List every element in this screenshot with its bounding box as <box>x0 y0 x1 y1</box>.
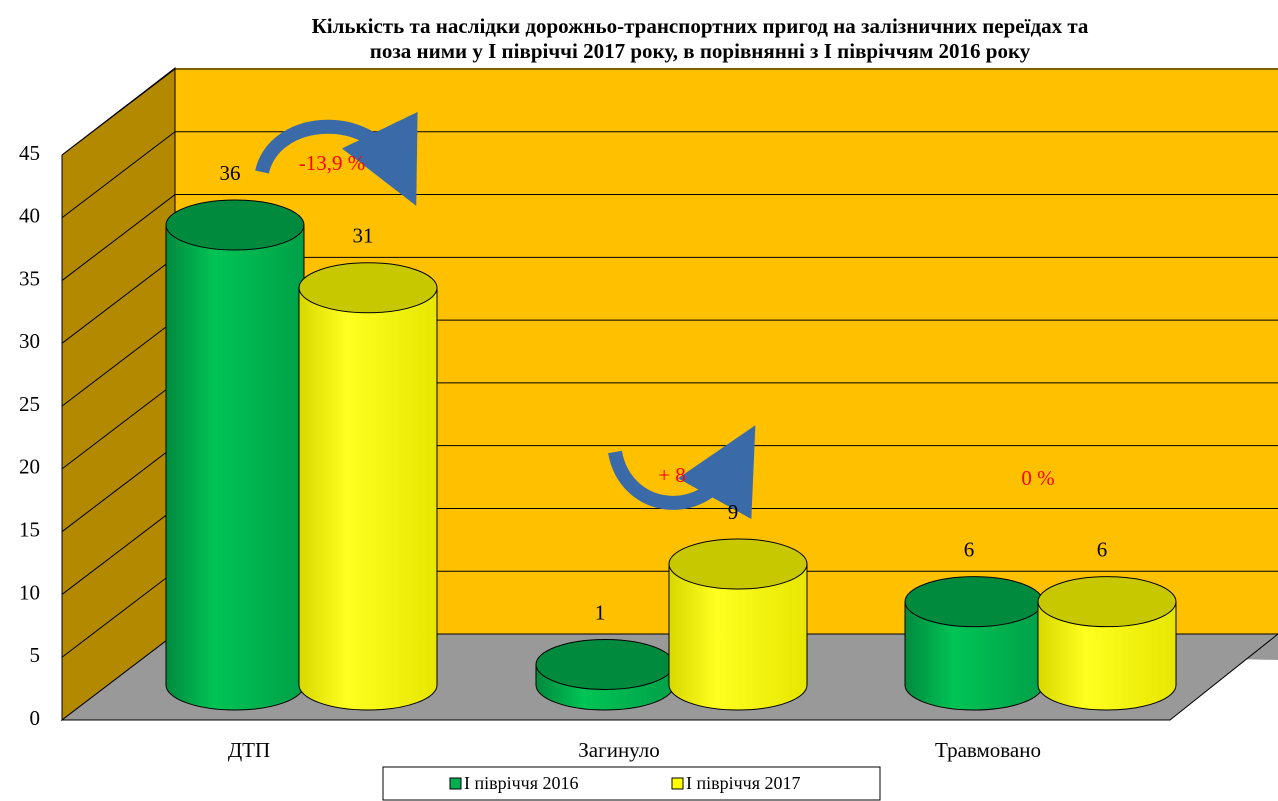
cylinder <box>1037 576 1177 711</box>
annotation: 0 % <box>1021 466 1054 490</box>
x-tick-label: Загинуло <box>578 738 660 762</box>
cylinder-top <box>165 199 305 251</box>
back-wall <box>175 68 1278 634</box>
y-tick-label: 25 <box>19 392 40 416</box>
cylinder <box>904 576 1044 711</box>
y-tick-label: 0 <box>30 706 41 730</box>
data-label: 6 <box>1097 537 1108 561</box>
legend-label: І півріччя 2016 <box>464 773 579 793</box>
cylinder <box>165 199 305 711</box>
y-tick-label: 35 <box>19 266 40 290</box>
grid-line <box>61 382 176 470</box>
x-tick-label: Травмовано <box>935 738 1041 762</box>
y-tick-label: 15 <box>19 517 40 541</box>
x-tick-label: ДТП <box>228 738 270 762</box>
legend-swatch <box>449 777 462 790</box>
cylinder <box>298 262 438 711</box>
cylinder-top <box>904 576 1044 628</box>
chart-title: Кількість та наслідки дорожньо-транспорт… <box>312 14 1089 38</box>
data-label: 36 <box>220 161 241 185</box>
grid-line <box>61 319 176 407</box>
grid-line <box>61 445 176 533</box>
annotation: -13,9 % <box>299 151 366 175</box>
arrow <box>608 425 756 520</box>
legend-swatch <box>671 777 684 790</box>
chart-title: поза ними у І півріччі 2017 року, в порі… <box>370 39 1031 63</box>
bar <box>166 225 304 685</box>
y-tick-label: 10 <box>19 580 40 604</box>
arrow <box>255 111 418 206</box>
annotation: + 8 <box>658 463 686 487</box>
cylinder-top <box>298 262 438 314</box>
side-wall <box>61 66 176 722</box>
grid-line <box>61 68 176 156</box>
data-label: 1 <box>595 600 606 624</box>
cylinder-top <box>1037 576 1177 628</box>
cylinder-top <box>535 638 675 690</box>
y-tick-label: 40 <box>19 204 40 228</box>
y-tick-label: 5 <box>30 643 41 667</box>
legend-label: І півріччя 2017 <box>686 773 801 793</box>
y-tick-label: 30 <box>19 329 40 353</box>
data-label: 31 <box>353 224 374 248</box>
legend <box>382 766 881 801</box>
cylinder <box>535 638 675 711</box>
grid-line <box>61 508 176 595</box>
grid-line <box>61 256 176 344</box>
grid-line <box>61 131 176 219</box>
cylinder <box>668 538 808 711</box>
bar <box>299 287 437 685</box>
data-label: 6 <box>964 537 975 561</box>
data-label: 9 <box>728 500 739 524</box>
grid-line <box>61 194 176 281</box>
y-tick-label: 45 <box>19 141 40 165</box>
cylinder-top <box>668 538 808 590</box>
grid-line <box>61 570 176 658</box>
y-tick-label: 20 <box>19 455 40 479</box>
